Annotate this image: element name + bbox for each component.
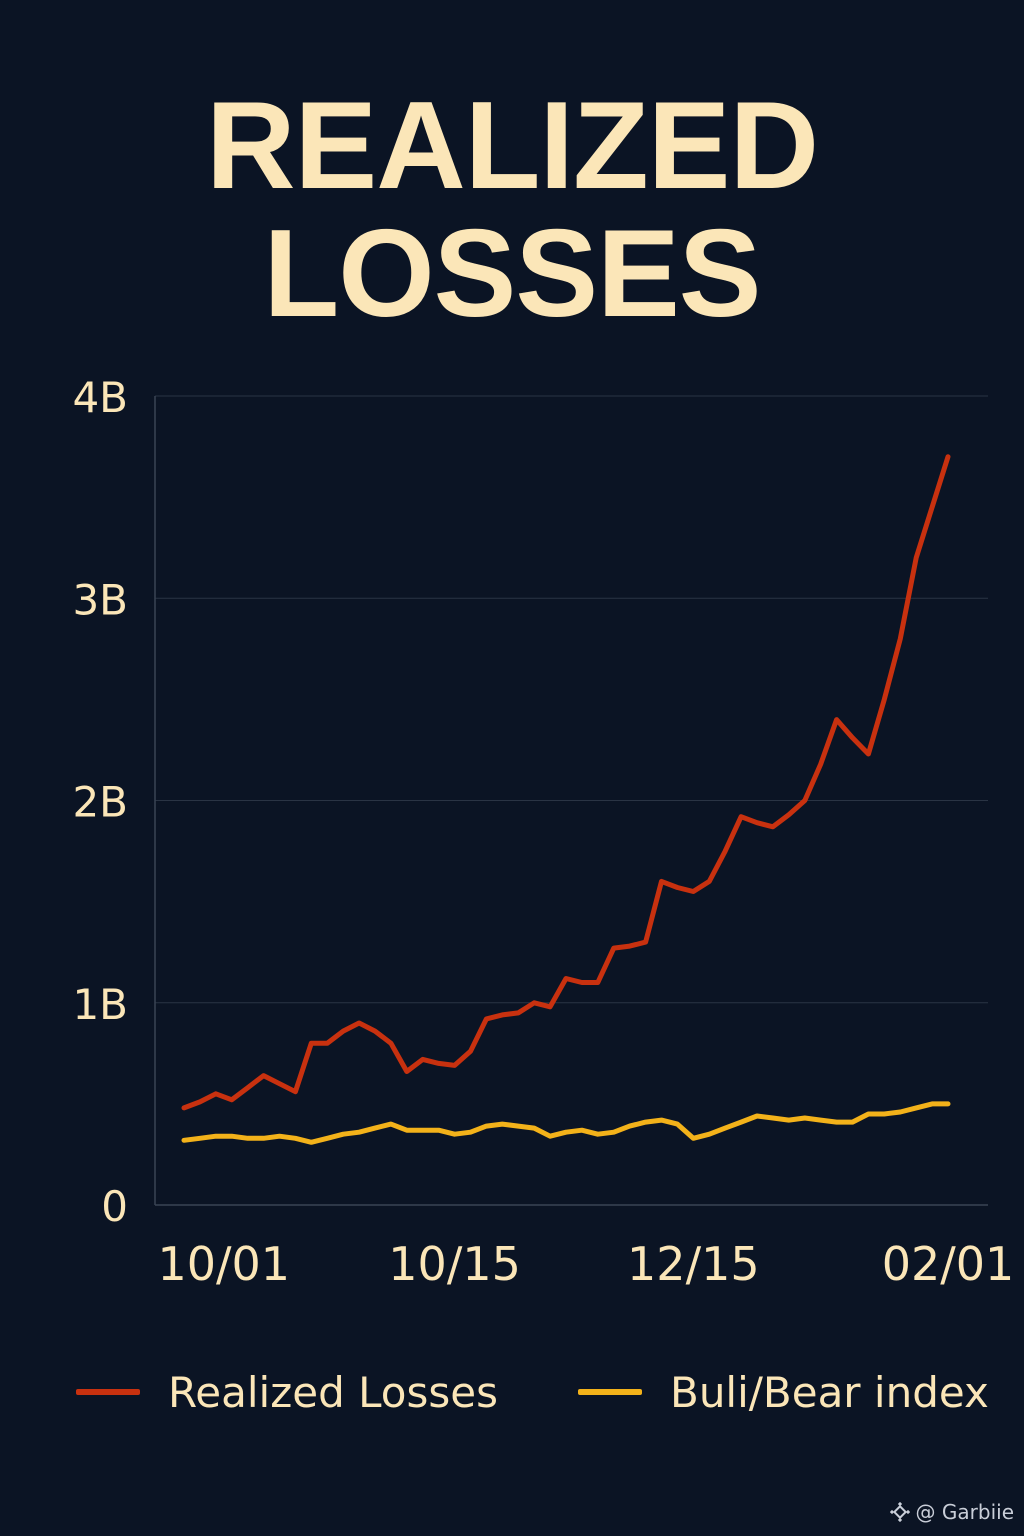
series-lines [181, 454, 951, 1145]
chart-title-line-1: REALIZED [206, 77, 819, 215]
series-line-realized-losses [181, 454, 951, 1111]
x-tick-label-0: 10/01 [158, 1237, 291, 1291]
x-tick-label-3: 02/01 [882, 1237, 1015, 1291]
legend-swatch-realized-losses [76, 1389, 140, 1395]
binance-diamond-icon [889, 1501, 910, 1523]
legend: Realized Losses Buli/Bear index [0, 1362, 1024, 1422]
y-tick-label-2: 2B [72, 778, 128, 827]
x-tick-labels: 10/01 10/15 12/15 02/01 [158, 1237, 1015, 1291]
legend-swatch-bull-bear-index [578, 1389, 642, 1395]
legend-label-realized-losses: Realized Losses [168, 1367, 498, 1417]
x-tick-label-2: 12/15 [627, 1237, 760, 1291]
x-tick-label-1: 10/15 [388, 1237, 521, 1291]
legend-item-bull-bear-index: Buli/Bear index [578, 1362, 989, 1422]
gridlines [155, 395, 988, 1004]
chart-title-line-2: LOSSES [263, 205, 761, 343]
y-tick-label-0: 0 [101, 1182, 128, 1231]
watermark-text: @ Garbiie [915, 1500, 1014, 1524]
y-tick-label-1: 1B [72, 980, 128, 1029]
y-tick-label-4: 4B [72, 373, 128, 422]
y-tick-label-3: 3B [72, 575, 128, 624]
legend-label-bull-bear-index: Buli/Bear index [670, 1367, 989, 1417]
series-line-bull-bear-index [181, 1101, 951, 1145]
axes [154, 396, 988, 1206]
watermark: @ Garbiie [889, 1500, 1014, 1524]
chart-title: REALIZED LOSSES [0, 82, 1024, 338]
y-tick-labels: 0 1B 2B 3B 4B [72, 373, 128, 1231]
legend-item-realized-losses: Realized Losses [76, 1362, 498, 1422]
